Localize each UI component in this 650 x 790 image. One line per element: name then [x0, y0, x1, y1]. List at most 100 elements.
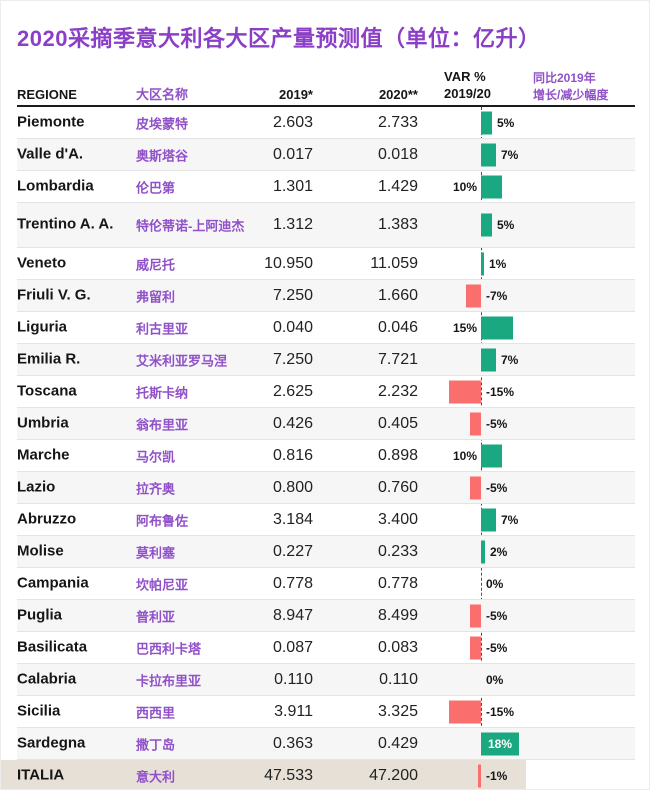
variation-bar [481, 540, 485, 563]
value-2019: 2.603 [272, 113, 313, 131]
variation-label: 0% [486, 672, 504, 687]
variation-label: -15% [486, 704, 515, 719]
region-name: Veneto [17, 254, 67, 272]
table-row: Basilicata 巴西利卡塔 0.087 0.083 -5% [17, 632, 635, 664]
value-2019: 1.312 [272, 216, 313, 233]
column-header-2019: 2019* [279, 87, 313, 102]
region-name: Basilicata [17, 638, 88, 656]
value-2019: 1.301 [272, 177, 313, 195]
variation-label: -1% [486, 769, 508, 783]
column-header-var: VAR % 2019/20 [444, 68, 491, 102]
table-row: Puglia 普利亚 8.947 8.499 -5% [17, 600, 635, 632]
value-2019: 0.087 [272, 638, 313, 656]
region-name-cn: 艾米利亚罗马涅 [136, 353, 228, 368]
region-name: Molise [17, 542, 64, 560]
region-name: Lazio [17, 478, 56, 496]
region-name: Umbria [17, 414, 69, 432]
region-name-cn: 翁布里亚 [136, 417, 189, 432]
variation-label: 7% [501, 512, 519, 527]
column-header-yoy-line1: 同比2019年 [533, 71, 596, 85]
variation-bar [466, 284, 481, 307]
variation-label: -15% [486, 384, 515, 399]
region-name: Valle d'A. [17, 145, 84, 163]
column-header-yoy-line2: 增长/减少幅度 [533, 88, 609, 102]
region-name: Piemonte [17, 113, 85, 131]
variation-bar [481, 252, 484, 275]
column-header-yoy-change: 同比2019年 增长/减少幅度 [533, 70, 608, 104]
value-2020: 0.760 [377, 478, 418, 496]
table-row: Trentino A. A. 特伦蒂诺-上阿迪杰 1.312 1.383 5% [17, 203, 635, 248]
table-row: Veneto 威尼托 10.950 11.059 1% [17, 248, 635, 280]
region-name-cn: 伦巴第 [136, 180, 176, 195]
column-header-var-line1: VAR % [444, 69, 486, 84]
region-name-cn: 拉齐奥 [136, 481, 176, 496]
column-header-var-line2: 2019/20 [444, 86, 491, 101]
value-2020: 0.110 [379, 670, 418, 688]
variation-bar [481, 348, 496, 371]
region-name: Lombardia [17, 177, 94, 195]
region-name: ITALIA [17, 766, 65, 784]
table-row: Sardegna 撒丁岛 0.363 0.429 18% [17, 728, 635, 760]
variation-bar [481, 732, 519, 755]
table-row: ITALIA 意大利 47.533 47.200 -1% [1, 760, 635, 789]
variation-bar [481, 508, 496, 531]
value-2019: 3.911 [274, 702, 313, 720]
region-name: Emilia R. [17, 350, 81, 368]
region-name-cn: 利古里亚 [136, 321, 189, 336]
variation-bar [481, 444, 502, 467]
value-2019: 0.800 [272, 478, 313, 496]
table-row: Umbria 翁布里亚 0.426 0.405 -5% [17, 408, 635, 440]
region-name-cn: 坎帕尼亚 [136, 577, 189, 592]
table-row: Liguria 利古里亚 0.040 0.046 15% [17, 312, 635, 344]
region-name: Sardegna [17, 734, 86, 752]
table-row: Calabria 卡拉布里亚 0.110 0.110 0% [17, 664, 635, 696]
value-2020: 0.405 [377, 414, 418, 432]
variation-label: 5% [497, 115, 515, 130]
variation-bar [449, 380, 481, 403]
region-name: Calabria [17, 670, 77, 688]
column-header-2020: 2020** [378, 87, 418, 102]
region-name-cn: 皮埃蒙特 [136, 116, 189, 131]
table-row: Abruzzo 阿布鲁佐 3.184 3.400 7% [17, 504, 635, 536]
value-2020: 2.232 [377, 382, 418, 400]
region-name-cn: 阿布鲁佐 [136, 513, 189, 528]
region-name: Friuli V. G. [17, 286, 91, 304]
table-row: Campania 坎帕尼亚 0.778 0.778 0% [17, 568, 635, 600]
table-row: Toscana 托斯卡纳 2.625 2.232 -15% [17, 376, 635, 408]
header-rule [17, 105, 635, 107]
value-2020: 0.233 [377, 542, 418, 560]
variation-label: 7% [501, 352, 519, 367]
value-2020: 0.018 [377, 145, 418, 163]
value-2019: 3.184 [272, 510, 313, 528]
table-row: Piemonte 皮埃蒙特 2.603 2.733 5% [17, 107, 635, 139]
region-name: Campania [17, 574, 89, 592]
variation-label: 5% [497, 218, 515, 232]
region-name-cn: 普利亚 [136, 609, 176, 624]
table-row: Friuli V. G. 弗留利 7.250 1.660 -7% [17, 280, 635, 312]
value-2020: 0.083 [377, 638, 418, 656]
value-2020: 2.733 [377, 113, 418, 131]
value-2020: 11.059 [370, 254, 418, 272]
value-2019: 10.950 [264, 254, 313, 272]
region-name-cn: 意大利 [136, 769, 176, 785]
table-row: Lazio 拉齐奥 0.800 0.760 -5% [17, 472, 635, 504]
region-name-cn: 托斯卡纳 [136, 385, 189, 400]
region-name: Trentino A. A. [17, 215, 114, 233]
value-2020: 8.499 [377, 606, 418, 624]
value-2020: 0.046 [377, 318, 418, 336]
value-2019: 7.250 [272, 350, 313, 368]
region-name-cn: 莫利塞 [136, 545, 176, 560]
variation-bar [449, 700, 481, 723]
variation-bar [481, 316, 513, 339]
table-row: Sicilia 西西里 3.911 3.325 -15% [17, 696, 635, 728]
value-2020: 1.383 [377, 216, 418, 233]
value-2019: 0.816 [272, 446, 313, 464]
variation-label: 10% [452, 448, 477, 463]
table-row: Valle d'A. 奥斯塔谷 0.017 0.018 7% [17, 139, 635, 171]
variation-bar [481, 143, 496, 166]
region-name-cn: 巴西利卡塔 [136, 641, 202, 656]
region-name-cn: 撒丁岛 [136, 737, 176, 752]
variation-label: 18% [487, 736, 513, 751]
variation-label: 15% [452, 320, 477, 335]
